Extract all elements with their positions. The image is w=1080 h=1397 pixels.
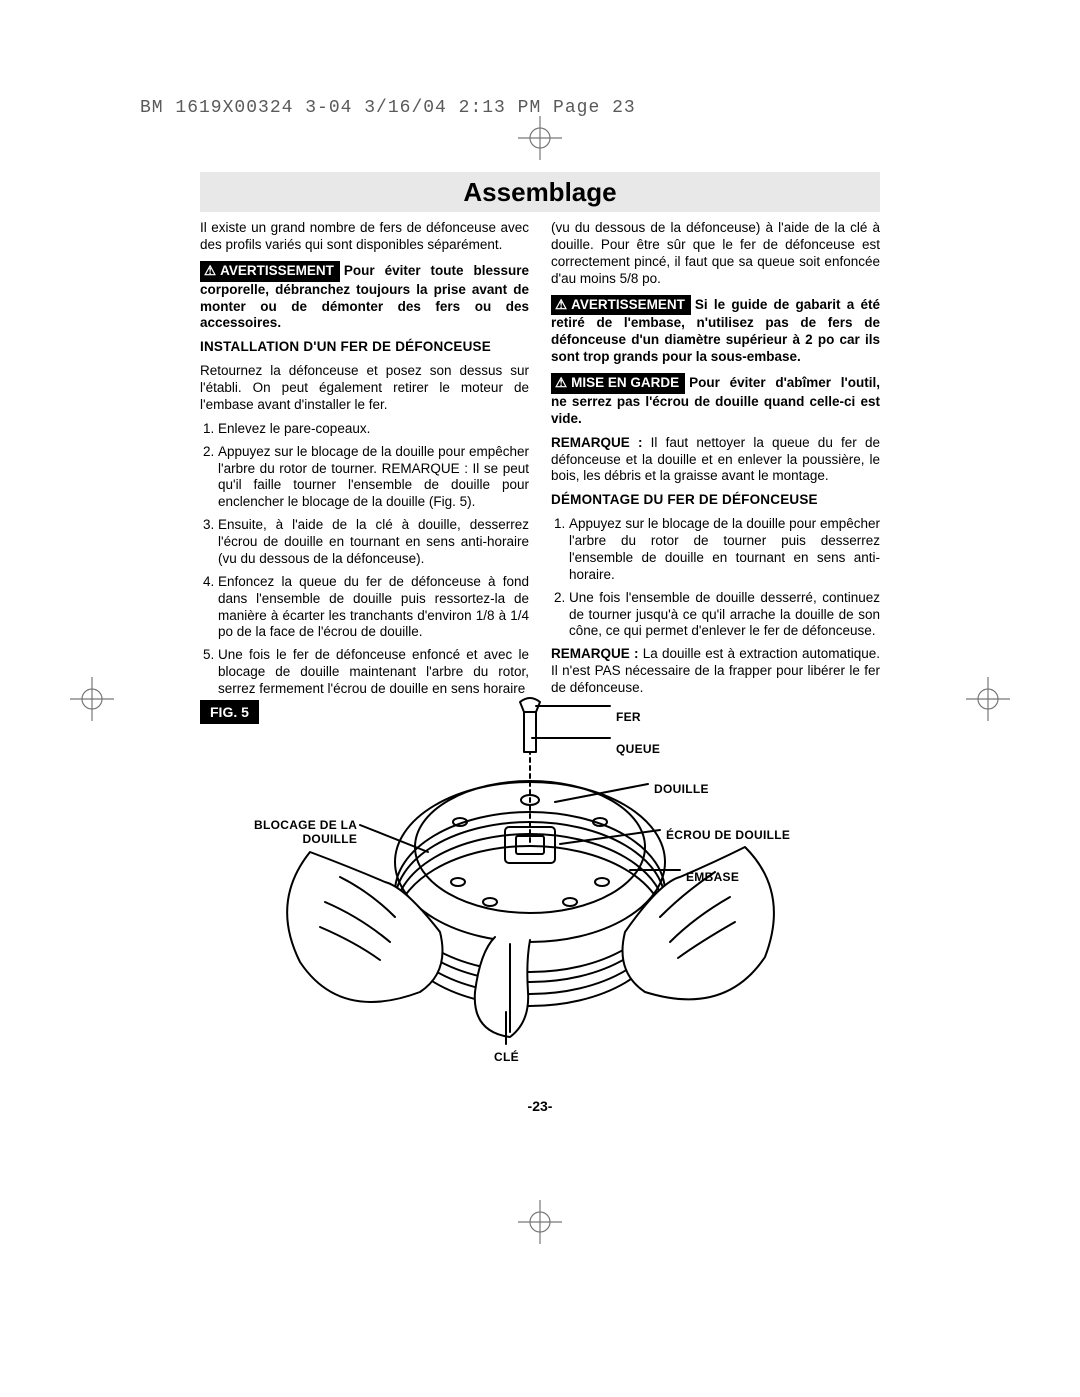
text-columns: Il existe un grand nombre de fers de déf… — [200, 220, 880, 704]
remark-2: REMARQUE : La douille est à extraction a… — [551, 646, 880, 697]
continuation-text: (vu du dessous de la défonceuse) à l'aid… — [551, 220, 880, 288]
callout-douille: DOUILLE — [654, 782, 709, 796]
registration-mark-bottom — [518, 1200, 562, 1244]
step: Appuyez sur le blocage de la douille pou… — [218, 444, 529, 512]
step: Une fois le fer de défonceuse enfoncé et… — [218, 647, 529, 698]
step: Enfoncez la queue du fer de défonceuse à… — [218, 574, 529, 642]
cut-mark-left — [70, 677, 114, 721]
callout-fer: FER — [616, 710, 641, 724]
install-heading: INSTALLATION D'UN FER DE DÉFONCEUSE — [200, 339, 529, 356]
page: BM 1619X00324 3-04 3/16/04 2:13 PM Page … — [0, 0, 1080, 1397]
warning-badge: AVERTISSEMENT — [551, 295, 691, 316]
remark-label: REMARQUE : — [551, 646, 638, 661]
left-column: Il existe un grand nombre de fers de déf… — [200, 220, 529, 704]
remark-1: REMARQUE : Il faut nettoyer la queue du … — [551, 435, 880, 486]
remove-heading: DÉMONTAGE DU FER DE DÉFONCEUSE — [551, 492, 880, 509]
install-steps: Enlevez le pare-copeaux. Appuyez sur le … — [200, 421, 529, 698]
step: Une fois l'ensemble de douille desserré,… — [569, 590, 880, 641]
remove-steps: Appuyez sur le blocage de la douille pou… — [551, 516, 880, 640]
registration-mark-top — [518, 116, 562, 160]
caution-block: MISE EN GARDEPour éviter d'abîmer l'outi… — [551, 373, 880, 428]
cut-mark-right — [966, 677, 1010, 721]
warning-block-2: AVERTISSEMENTSi le guide de gabarit a ét… — [551, 295, 880, 367]
callout-ecrou: ÉCROU DE DOUILLE — [666, 828, 790, 842]
intro-text: Il existe un grand nombre de fers de déf… — [200, 220, 529, 254]
section-title: Assemblage — [200, 172, 880, 212]
figure-drawing — [210, 692, 870, 1082]
caution-badge: MISE EN GARDE — [551, 373, 685, 394]
step: Enlevez le pare-copeaux. — [218, 421, 529, 438]
callout-blocage: BLOCAGE DE LA DOUILLE — [254, 818, 357, 846]
right-column: (vu du dessous de la défonceuse) à l'aid… — [551, 220, 880, 704]
page-number: -23- — [0, 1098, 1080, 1114]
callout-cle: CLÉ — [494, 1050, 519, 1064]
callout-queue: QUEUE — [616, 742, 660, 756]
figure-5: FIG. 5 — [200, 700, 880, 1100]
header-stamp: BM 1619X00324 3-04 3/16/04 2:13 PM Page … — [140, 98, 636, 118]
step: Ensuite, à l'aide de la clé à douille, d… — [218, 517, 529, 568]
remark-label: REMARQUE : — [551, 435, 642, 450]
step: Appuyez sur le blocage de la douille pou… — [569, 516, 880, 584]
install-text: Retournez la défonceuse et posez son des… — [200, 363, 529, 414]
callout-embase: EMBASE — [686, 870, 739, 884]
warning-badge: AVERTISSEMENT — [200, 261, 340, 282]
warning-block-1: AVERTISSEMENTPour éviter toute blessure … — [200, 261, 529, 333]
